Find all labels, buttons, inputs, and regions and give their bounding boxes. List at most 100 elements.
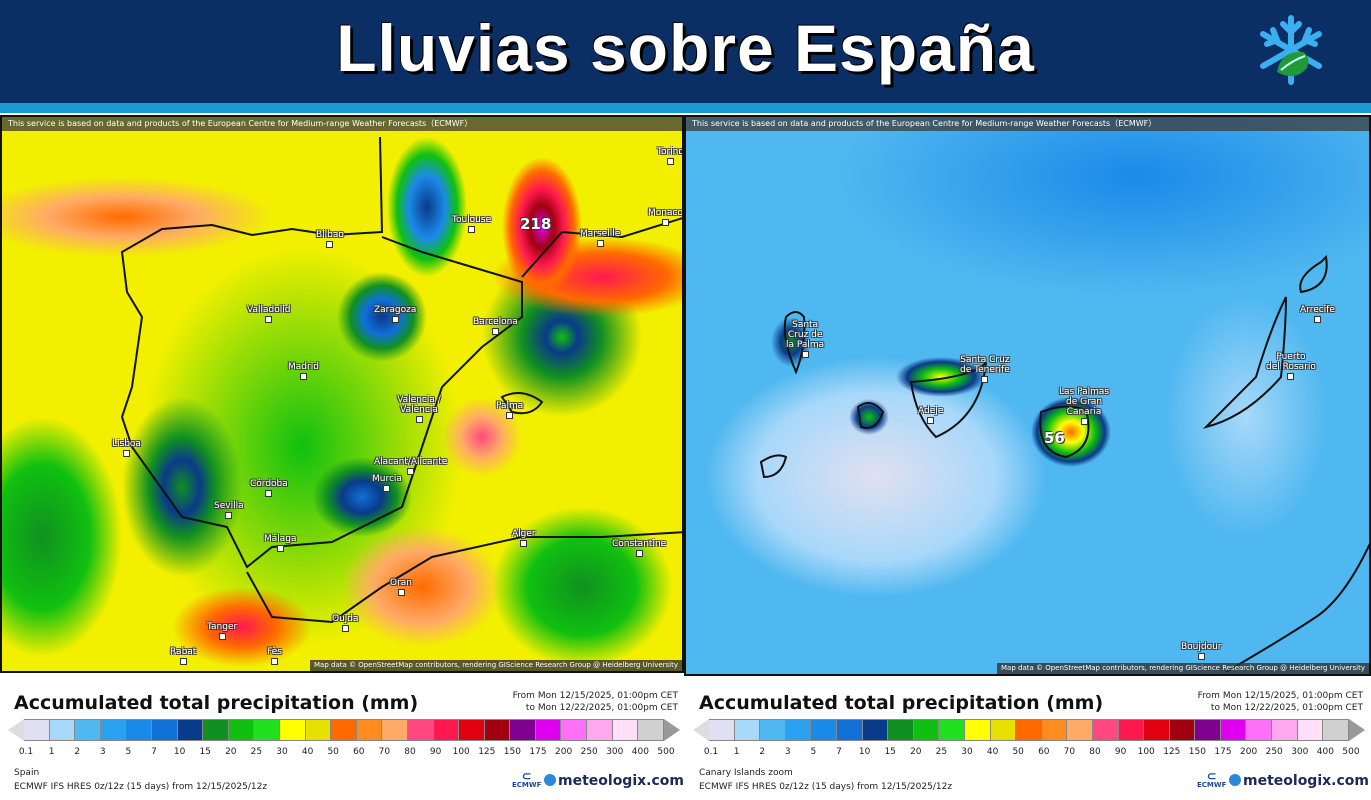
tick-label: 150 bbox=[1188, 747, 1206, 757]
city-label: Madrid bbox=[288, 362, 319, 380]
color-swatch bbox=[1041, 719, 1068, 741]
meteologix-icon bbox=[544, 774, 556, 786]
tick-label: 50 bbox=[1012, 747, 1024, 757]
color-swatch bbox=[1323, 719, 1349, 741]
max-value-label: 56 bbox=[1044, 429, 1065, 447]
model-label: ECMWF IFS HRES 0z/12z (15 days) from 12/… bbox=[14, 782, 268, 792]
color-scale-ticks: 0.1 1 2 3 5 7 10 15 20 25 30 40 50 60 70 80 90 100 125 150 1… bbox=[10, 747, 682, 759]
forecast-period: From Mon 12/15/2025, 01:00pm CET to Mon 1… bbox=[1198, 690, 1363, 714]
city-label: Monaco bbox=[648, 208, 682, 226]
scale-max-arrow bbox=[663, 719, 680, 741]
color-swatch bbox=[1297, 719, 1324, 741]
period-from: From Mon 12/15/2025, 01:00pm CET bbox=[1197, 691, 1363, 701]
city-label: Alger bbox=[512, 529, 536, 547]
tick-label: 10 bbox=[173, 747, 186, 757]
color-swatch bbox=[177, 719, 204, 741]
color-swatch bbox=[638, 719, 664, 741]
color-swatch bbox=[407, 719, 434, 741]
city-label: Alacant/Alicante bbox=[374, 457, 447, 475]
color-swatch bbox=[305, 719, 332, 741]
legend-title: Accumulated total precipitation (mm) bbox=[14, 692, 419, 714]
city-label: Oran bbox=[390, 578, 412, 596]
color-swatch bbox=[535, 719, 562, 741]
forecast-period: From Mon 12/15/2025, 01:00pm CET to Mon 1… bbox=[513, 690, 678, 714]
tick-label: 150 bbox=[503, 747, 521, 757]
color-swatch bbox=[836, 719, 863, 741]
brand-text: meteologix.com bbox=[1243, 773, 1369, 789]
tick-label: 40 bbox=[986, 747, 999, 757]
ecmwf-text: ECMWF bbox=[1197, 781, 1227, 789]
tick-label: 200 bbox=[555, 747, 573, 757]
ecmwf-text: ECMWF bbox=[512, 781, 542, 789]
tick-label: 30 bbox=[276, 747, 288, 757]
tick-label: 3 bbox=[99, 747, 106, 757]
city-label: Las Palmas de Gran Canaria bbox=[1059, 387, 1109, 425]
color-swatch bbox=[382, 719, 408, 741]
model-label: ECMWF IFS HRES 0z/12z (15 days) from 12/… bbox=[699, 782, 953, 792]
tick-label: 1 bbox=[48, 747, 55, 757]
city-label: Valladolid bbox=[247, 305, 290, 323]
coastline-borders bbox=[120, 136, 682, 624]
tick-label: 200 bbox=[1240, 747, 1258, 757]
header-banner: Lluvias sobre España bbox=[0, 0, 1371, 103]
tick-label: 300 bbox=[1291, 747, 1309, 757]
color-swatch bbox=[228, 719, 255, 741]
color-swatch bbox=[24, 719, 50, 741]
ecmwf-logo: ⊂ ECMWF bbox=[1197, 769, 1227, 789]
tick-label: 2 bbox=[759, 747, 766, 757]
city-label: Oujda bbox=[332, 614, 359, 632]
tick-label: 7 bbox=[836, 747, 842, 757]
canary-islands-precipitation-map[interactable]: This service is based on data and produc… bbox=[684, 115, 1371, 676]
color-swatch bbox=[734, 719, 761, 741]
period-to: to Mon 12/22/2025, 01:00pm CET bbox=[525, 703, 678, 713]
meteologix-logo[interactable]: meteologix.com bbox=[544, 773, 684, 789]
color-swatch bbox=[151, 719, 178, 741]
tick-label: 40 bbox=[301, 747, 314, 757]
city-label: Córdoba bbox=[250, 479, 288, 497]
city-label: Santa Cruz de Tenerife bbox=[960, 355, 1010, 383]
tick-label: 20 bbox=[225, 747, 237, 757]
spain-precipitation-map[interactable]: This service is based on data and produc… bbox=[0, 115, 684, 673]
meteologix-icon bbox=[1229, 774, 1241, 786]
city-label: Lisboa bbox=[112, 439, 141, 457]
legend-canary: Accumulated total precipitation (mm) Fro… bbox=[685, 684, 1371, 800]
color-swatch bbox=[100, 719, 127, 741]
color-swatch bbox=[1220, 719, 1247, 741]
color-swatch bbox=[126, 719, 152, 741]
city-label: Tanger bbox=[207, 622, 237, 640]
meteologix-logo[interactable]: meteologix.com bbox=[1229, 773, 1369, 789]
max-value-label: 218 bbox=[520, 215, 552, 233]
color-swatch bbox=[964, 719, 991, 741]
color-swatch bbox=[1195, 719, 1221, 741]
scale-max-arrow bbox=[1348, 719, 1365, 741]
tick-label: 5 bbox=[810, 747, 817, 757]
city-label: Boujdour bbox=[1181, 642, 1222, 660]
city-label: Sevilla bbox=[214, 501, 244, 519]
city-label: Zaragoza bbox=[374, 305, 416, 323]
tick-label: 125 bbox=[1163, 747, 1181, 757]
city-label: Puerto del Rosario bbox=[1266, 352, 1316, 380]
tick-label: 300 bbox=[606, 747, 624, 757]
color-swatch bbox=[811, 719, 837, 741]
color-swatch bbox=[913, 719, 940, 741]
color-scale-bar bbox=[693, 719, 1365, 741]
city-label: Barcelona bbox=[473, 317, 518, 335]
color-swatch bbox=[1092, 719, 1119, 741]
color-swatch bbox=[510, 719, 536, 741]
tick-label: 5 bbox=[125, 747, 132, 757]
tick-label: 70 bbox=[1063, 747, 1076, 757]
color-scale-bar bbox=[8, 719, 680, 741]
tick-label: 500 bbox=[657, 747, 675, 757]
color-swatch bbox=[279, 719, 306, 741]
city-label: Málaga bbox=[264, 534, 297, 552]
color-swatch bbox=[1246, 719, 1273, 741]
tick-label: 60 bbox=[1038, 747, 1050, 757]
city-label: Palma bbox=[496, 401, 523, 419]
tick-label: 500 bbox=[1342, 747, 1360, 757]
city-label: Arrecife bbox=[1300, 305, 1335, 323]
tick-label: 90 bbox=[429, 747, 442, 757]
ecmwf-attribution: This service is based on data and produc… bbox=[686, 117, 1369, 131]
city-label: Bilbao bbox=[316, 230, 344, 248]
tick-label: 250 bbox=[1265, 747, 1283, 757]
scale-min-arrow bbox=[693, 719, 709, 741]
